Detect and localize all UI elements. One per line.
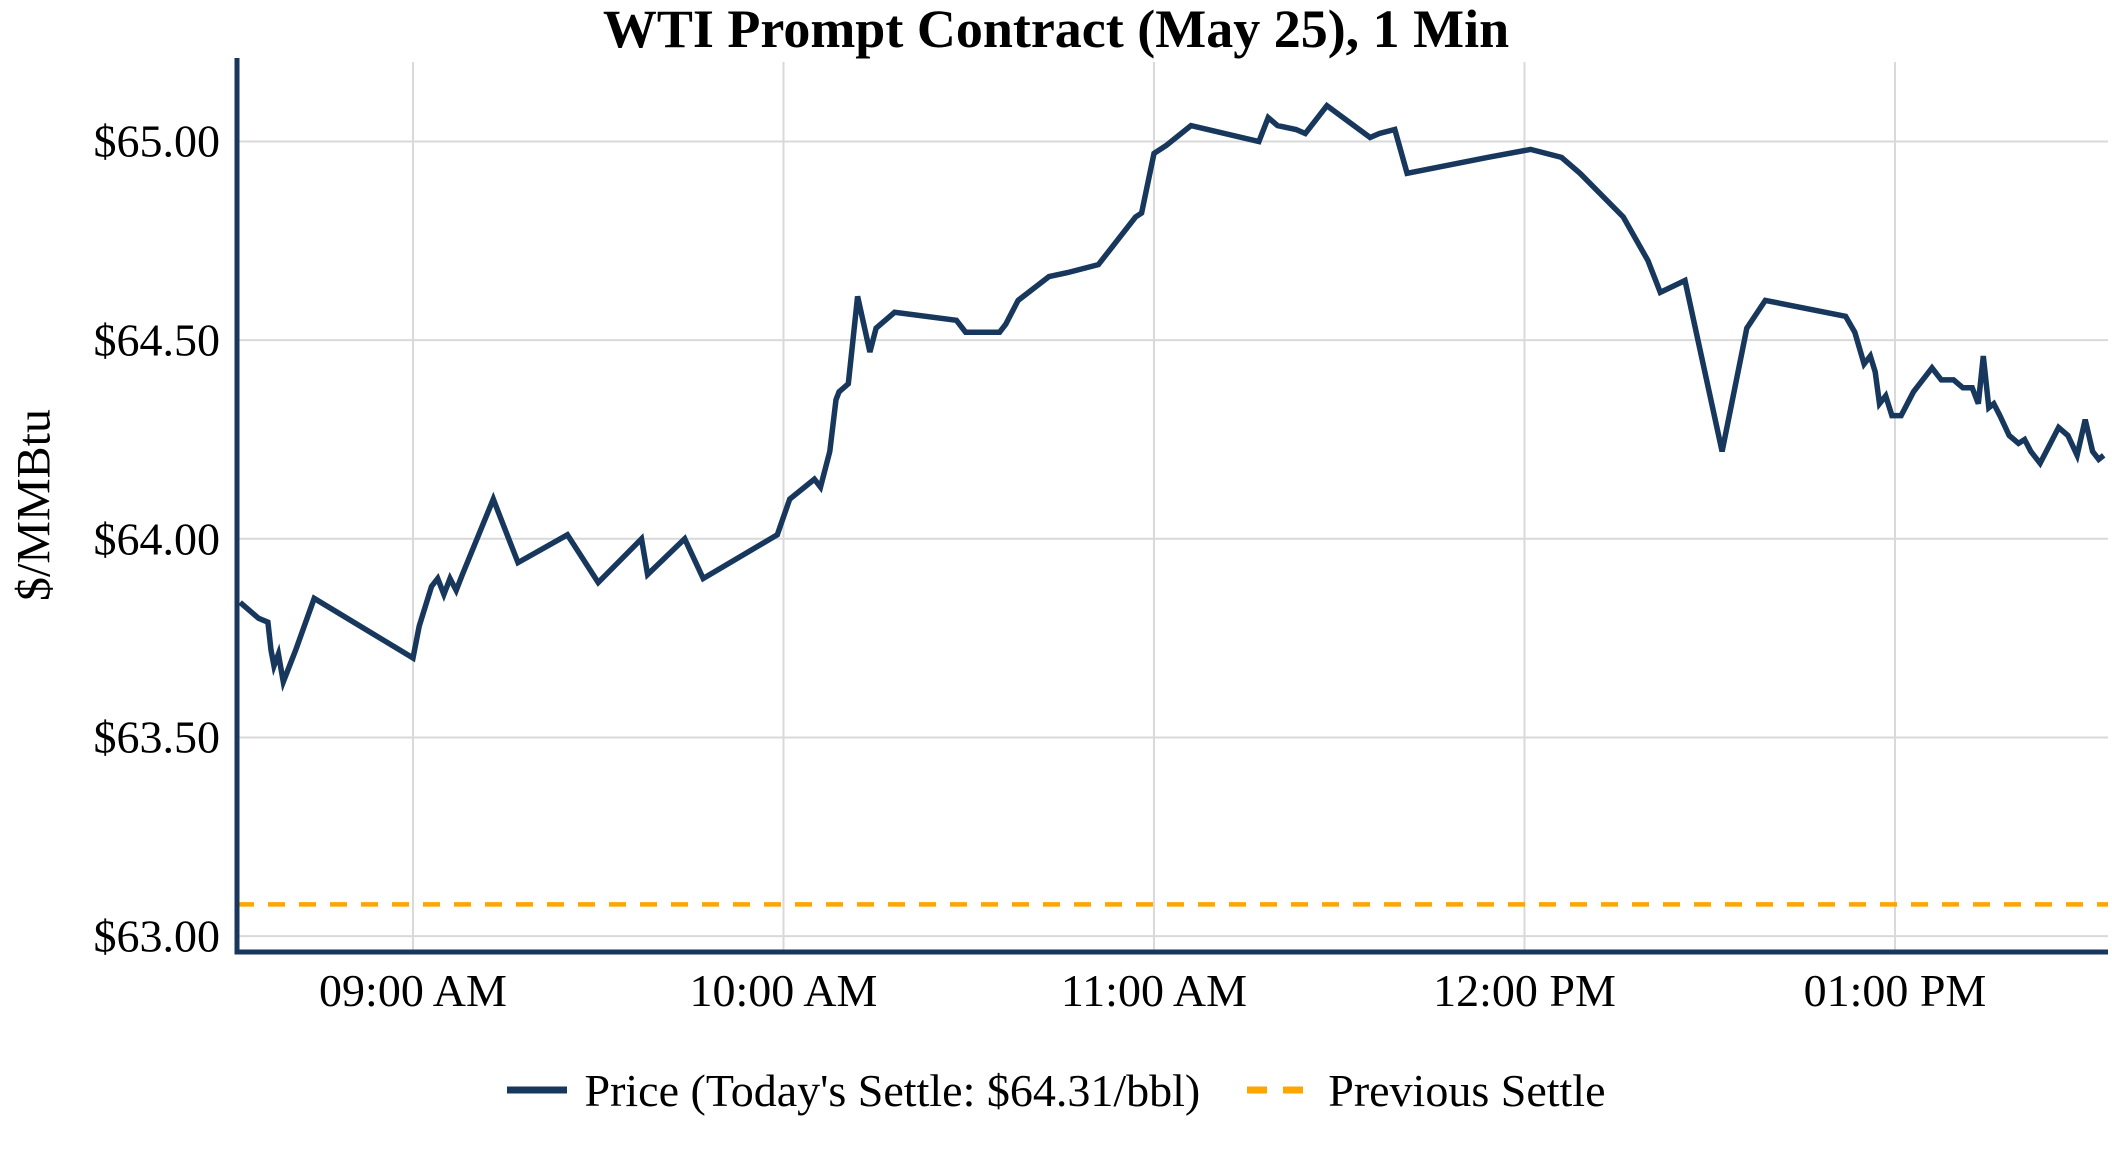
price-line-swatch <box>507 1086 568 1094</box>
y-tick-label: $63.00 <box>93 910 221 962</box>
x-tick-label: 10:00 AM <box>689 965 878 1016</box>
chart-title: WTI Prompt Contract (May 25), 1 Min <box>602 0 1510 59</box>
legend-previous-settle-label: Previous Settle <box>1328 1064 1606 1116</box>
y-tick-label: $63.50 <box>93 711 221 763</box>
legend-price-label: Price (Today's Settle: $64.31/bbl) <box>584 1064 1201 1116</box>
previous-settle-swatch <box>1247 1086 1312 1094</box>
x-tick-label: 11:00 AM <box>1060 965 1248 1016</box>
legend: Price (Today's Settle: $64.31/bbl) Previ… <box>0 1058 2112 1122</box>
x-tick-label: 12:00 PM <box>1433 965 1616 1016</box>
y-tick-label: $64.50 <box>93 314 221 366</box>
price-line <box>238 101 2106 692</box>
y-tick-label: $65.00 <box>93 115 221 167</box>
x-tick-label: 01:00 PM <box>1803 965 1987 1016</box>
y-tick-label: $64.00 <box>93 513 221 565</box>
x-tick-label: 09:00 AM <box>319 965 507 1016</box>
